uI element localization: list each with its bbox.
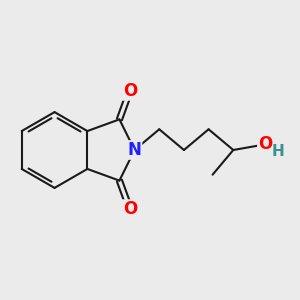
Text: H: H — [272, 145, 285, 160]
Text: N: N — [128, 141, 142, 159]
Text: O: O — [123, 82, 137, 100]
Text: O: O — [258, 135, 272, 153]
Text: O: O — [123, 200, 137, 218]
